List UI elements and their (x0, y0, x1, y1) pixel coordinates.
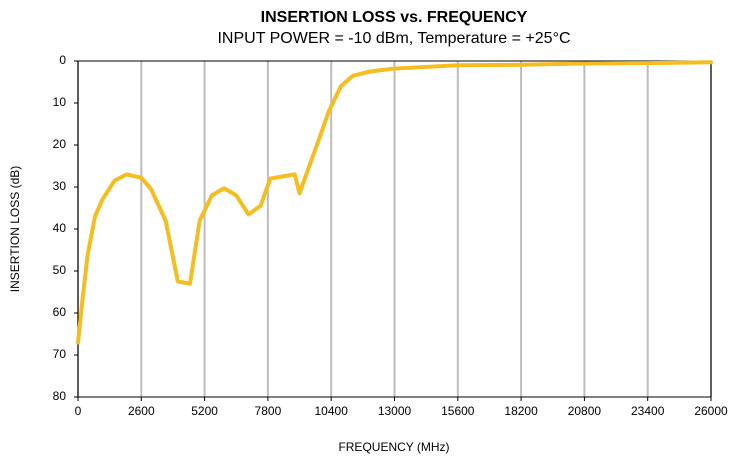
x-tick-label: 0 (75, 404, 82, 418)
x-tick-label: 26000 (694, 404, 728, 418)
y-tick-label: 0 (59, 53, 66, 67)
x-tick-label: 18200 (504, 404, 538, 418)
x-tick-label: 10400 (315, 404, 349, 418)
plot-frame (77, 60, 712, 398)
y-tick-label: 70 (53, 347, 67, 361)
y-tick-label: 30 (53, 179, 67, 193)
y-tick-label: 80 (53, 389, 67, 403)
data-line (76, 60, 713, 345)
chart-title: INSERTION LOSS vs. FREQUENCY (261, 9, 528, 26)
y-axis-label: INSERTION LOSS (dB) (8, 166, 22, 292)
y-tick-label: 60 (53, 305, 67, 319)
y-tick-label: 20 (53, 137, 67, 151)
x-tick-label: 15600 (441, 404, 475, 418)
y-tick-label: 50 (53, 263, 67, 277)
x-tick-label: 13000 (378, 404, 412, 418)
y-tick-label: 40 (53, 221, 67, 235)
x-tick-label: 23400 (631, 404, 665, 418)
x-tick-label: 5200 (191, 404, 218, 418)
x-tick-label: 7800 (255, 404, 282, 418)
y-tick-label: 10 (53, 95, 67, 109)
chart-subtitle: INPUT POWER = -10 dBm, Temperature = +25… (217, 30, 570, 47)
x-axis-label: FREQUENCY (MHz) (338, 440, 449, 454)
x-tick-label: 2600 (128, 404, 155, 418)
x-tick-label: 20800 (568, 404, 602, 418)
